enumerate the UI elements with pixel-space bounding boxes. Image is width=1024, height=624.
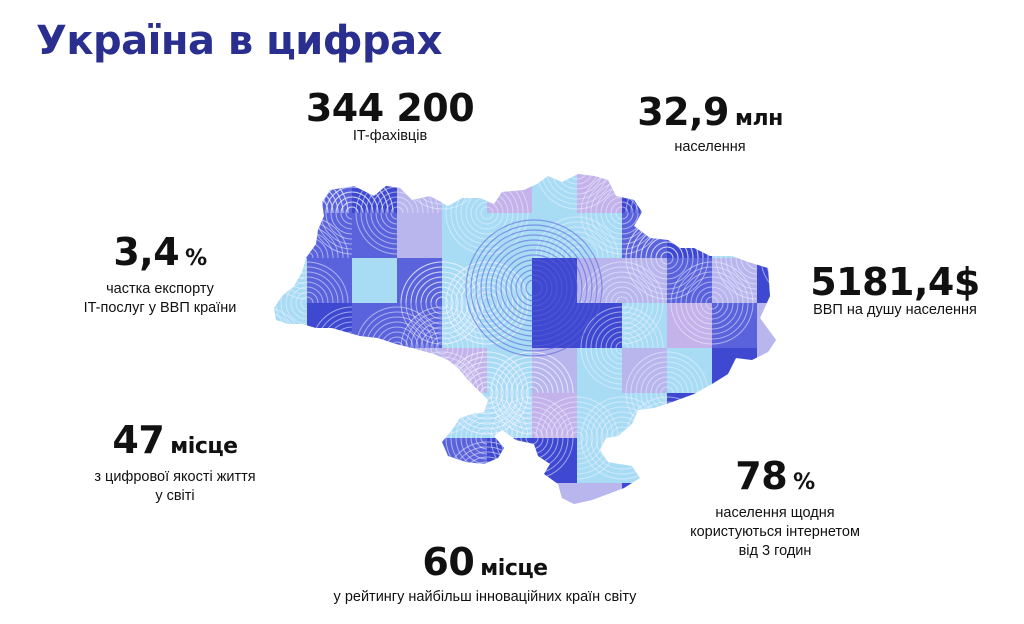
- stat-value: 3,4%: [50, 232, 270, 279]
- stat-value: 32,9 млн: [590, 92, 830, 139]
- gdp-value: 5181,4$: [810, 260, 980, 304]
- page-title: Україна в цифрах: [36, 18, 442, 64]
- population-label: населення: [674, 139, 746, 155]
- digital-quality-value: 47: [112, 418, 165, 462]
- population-unit: млн: [734, 106, 783, 131]
- innovation-rank-unit: місце: [480, 556, 548, 581]
- internet-usage-value: 78: [735, 454, 788, 498]
- stat-innovation-rank: 60 місце у рейтингу найбільш інноваційних…: [270, 542, 700, 606]
- it-export-value: 3,4: [113, 230, 180, 274]
- stat-value: 5181,4$: [780, 262, 1010, 302]
- ukraine-map-icon: [262, 168, 782, 508]
- stat-it-specialists: 344 200 IT-фахівців: [270, 88, 510, 145]
- it-export-label-line2: IT-послуг у ВВП країни: [83, 300, 237, 316]
- stat-digital-quality: 47 місце з цифрової якості життя у світі: [70, 420, 280, 505]
- stat-population: 32,9 млн населення: [590, 92, 830, 156]
- digital-quality-unit: місце: [170, 434, 238, 459]
- it-specialists-label: IT-фахівців: [352, 128, 428, 144]
- stat-value: 60 місце: [270, 542, 700, 589]
- internet-usage-label-line1: населення щодня: [715, 505, 835, 521]
- stat-value: 47 місце: [70, 420, 280, 467]
- internet-usage-label-line3: від 3 годин: [738, 543, 812, 559]
- innovation-rank-value: 60: [422, 540, 475, 584]
- digital-quality-label-line2: у світі: [155, 488, 195, 504]
- stat-it-export: 3,4% частка експорту IT-послуг у ВВП кра…: [50, 232, 270, 317]
- innovation-rank-label: у рейтингу найбільш інноваційних країн с…: [333, 589, 637, 605]
- gdp-label: ВВП на душу населення: [813, 302, 977, 318]
- internet-usage-unit: %: [793, 470, 815, 495]
- it-export-label-line1: частка експорту: [106, 281, 214, 297]
- stat-gdp-per-capita: 5181,4$ ВВП на душу населення: [780, 262, 1010, 319]
- stat-value: 344 200: [270, 88, 510, 128]
- it-specialists-value: 344 200: [305, 86, 475, 130]
- internet-usage-label-line2: користуються інтернетом: [690, 524, 860, 540]
- population-value: 32,9: [637, 90, 729, 134]
- digital-quality-label-line1: з цифрової якості життя: [94, 469, 256, 485]
- it-export-unit: %: [185, 246, 207, 271]
- stat-value: 78%: [665, 456, 885, 503]
- stat-internet-usage: 78% населення щодня користуються інтерне…: [665, 456, 885, 560]
